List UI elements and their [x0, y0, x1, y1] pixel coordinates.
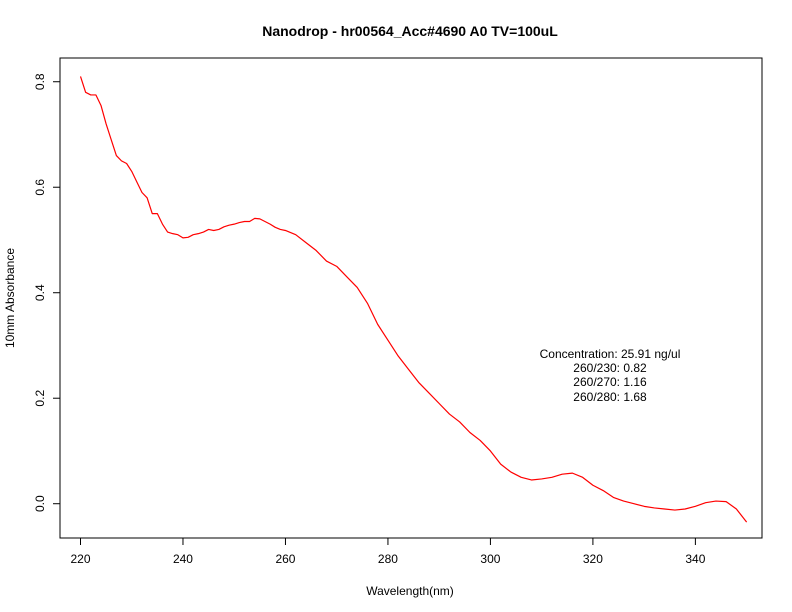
x-tick-label: 240 — [173, 552, 193, 566]
annotation-concentration: Concentration: 25.91 ng/ul — [540, 347, 681, 361]
y-tick-label: 0.2 — [33, 390, 47, 407]
annotation-block: Concentration: 25.91 ng/ul 260/230: 0.82… — [540, 347, 681, 404]
series-layer — [79, 76, 748, 523]
y-tick-label: 0.4 — [33, 284, 47, 301]
annotation-260-230: 260/230: 0.82 — [573, 361, 647, 375]
annotation-260-270: 260/270: 1.16 — [573, 375, 647, 389]
annotation-260-280: 260/280: 1.68 — [573, 390, 647, 404]
x-tick-label: 220 — [70, 552, 90, 566]
x-tick-label: 260 — [275, 552, 295, 566]
y-tick-label: 0.0 — [33, 495, 47, 512]
x-tick-label: 340 — [685, 552, 705, 566]
y-axis: 0.0 0.2 0.4 0.6 0.8 — [33, 73, 60, 512]
y-tick-label: 0.6 — [33, 179, 47, 196]
x-axis-label: Wavelength(nm) — [366, 584, 454, 598]
chart-title: Nanodrop - hr00564_Acc#4690 A0 TV=100uL — [262, 23, 558, 39]
x-axis: 220 240 260 280 300 320 340 — [70, 538, 706, 566]
absorbance-series-line — [79, 76, 748, 523]
plot-frame — [59, 57, 763, 539]
x-tick-label: 320 — [583, 552, 603, 566]
x-tick-label: 300 — [480, 552, 500, 566]
y-axis-label: 10mm Absorbance — [3, 248, 17, 348]
x-tick-label: 280 — [378, 552, 398, 566]
y-tick-label: 0.8 — [33, 73, 47, 90]
